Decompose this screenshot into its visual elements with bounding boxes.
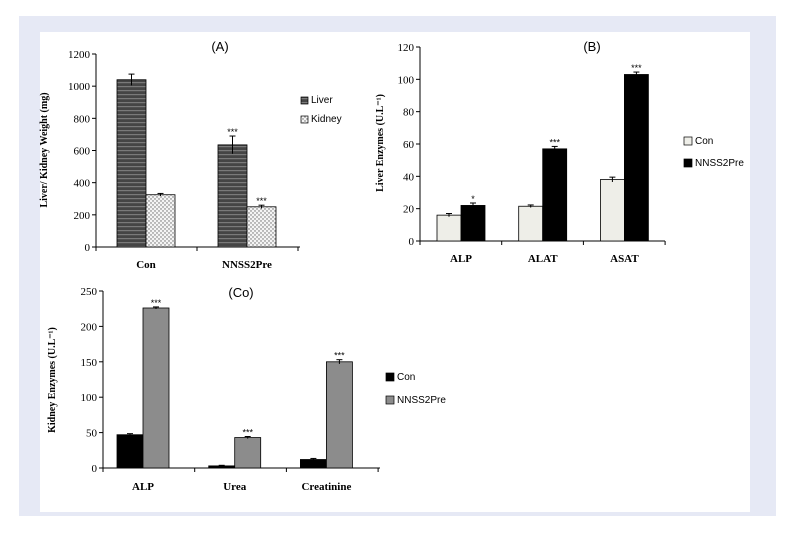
chart-title-c: (Co) <box>228 285 253 300</box>
y-tick-label: 40 <box>403 171 415 183</box>
bar-con-creatinine <box>299 459 327 469</box>
y-tick-label: 0 <box>85 242 91 254</box>
legend-label-con: Con <box>695 136 713 147</box>
bar-liver-con <box>116 79 147 248</box>
y-tick-label: 60 <box>403 139 415 151</box>
legend-label-con: Con <box>397 372 415 383</box>
x-tick-label-nnss2pre: NNSS2Pre <box>222 259 272 271</box>
y-tick-label: 800 <box>74 113 91 125</box>
bar-kidney-con <box>145 194 176 248</box>
x-tick-label-alat: ALAT <box>528 253 558 265</box>
chart-title-b: (B) <box>583 39 600 54</box>
bar-nnss2pre-asat <box>624 74 649 242</box>
bar-liver-nnss2pre <box>217 144 248 248</box>
x-tick-label-urea: Urea <box>223 481 247 493</box>
bar-nnss2pre-alp <box>142 307 170 469</box>
significance-mark: *** <box>151 298 162 308</box>
y-tick-label: 1000 <box>68 81 91 93</box>
chart-panel-c: 0 50 100 150 200 250 ALP Urea Creatinine *** *** **… <box>47 285 446 493</box>
y-tick-label: 250 <box>81 286 98 298</box>
x-tick-label-alp: ALP <box>132 481 154 493</box>
legend-swatch-kidney <box>300 115 309 124</box>
legend-swatch-nnss2pre <box>683 158 693 168</box>
significance-mark: *** <box>242 427 253 437</box>
legend-swatch-liver <box>300 96 309 105</box>
legend-label-nnss2pre: NNSS2Pre <box>695 158 744 169</box>
bar-kidney-nnss2pre <box>246 206 277 248</box>
y-tick-label: 100 <box>81 392 98 404</box>
bar-nnss2pre-alat <box>542 148 568 242</box>
y-tick-label: 0 <box>409 236 415 248</box>
legend-swatch-nnss2pre <box>385 395 395 405</box>
legend-label-liver: Liver <box>311 95 333 106</box>
bar-con-alat <box>518 205 544 242</box>
bar-con-asat <box>600 179 625 242</box>
significance-mark: *** <box>549 137 560 147</box>
x-tick-label-creatinine: Creatinine <box>301 481 351 493</box>
y-tick-label: 200 <box>74 210 91 222</box>
x-tick-label-con: Con <box>136 259 156 271</box>
bar-con-alp <box>116 434 144 469</box>
bar-nnss2pre-urea <box>234 437 262 469</box>
y-tick-label: 0 <box>92 463 98 475</box>
y-tick-label: 20 <box>403 204 415 216</box>
y-tick-label: 600 <box>74 146 91 158</box>
y-tick-label: 100 <box>398 74 415 86</box>
y-tick-label: 150 <box>81 357 98 369</box>
legend-swatch-con <box>385 372 395 382</box>
chart-title-a: (A) <box>211 39 228 54</box>
significance-mark: *** <box>227 127 238 137</box>
y-tick-label: 1200 <box>68 49 91 61</box>
chart-panel-a: 0 200 400 600 800 1000 1200 Con NNSS2Pre *** *** (A… <box>39 39 342 271</box>
y-tick-label: 200 <box>81 321 98 333</box>
significance-mark: *** <box>334 351 345 361</box>
y-tick-label: 120 <box>398 42 415 54</box>
y-axis-label-b: Liver Enzymes (U.L⁻¹) <box>375 94 386 192</box>
legend-swatch-con <box>683 136 693 146</box>
y-axis-label-c: Kidney Enzymes (U.L⁻¹) <box>47 327 58 433</box>
y-axis-label-a: Liver/ Kidney Weight (mg) <box>39 92 50 207</box>
significance-mark: *** <box>256 196 267 206</box>
significance-mark: * <box>471 194 475 204</box>
x-tick-label-alp: ALP <box>450 253 472 265</box>
bar-nnss2pre-alp <box>460 205 486 242</box>
y-tick-label: 80 <box>403 107 415 119</box>
bar-con-alp <box>436 214 462 242</box>
x-tick-label-asat: ASAT <box>610 253 639 265</box>
y-tick-label: 50 <box>86 428 98 440</box>
bar-nnss2pre-creatinine <box>325 361 353 469</box>
legend-label-kidney: Kidney <box>311 114 342 125</box>
significance-mark: *** <box>631 63 642 73</box>
legend-label-nnss2pre: NNSS2Pre <box>397 395 446 406</box>
y-tick-label: 400 <box>74 178 91 190</box>
